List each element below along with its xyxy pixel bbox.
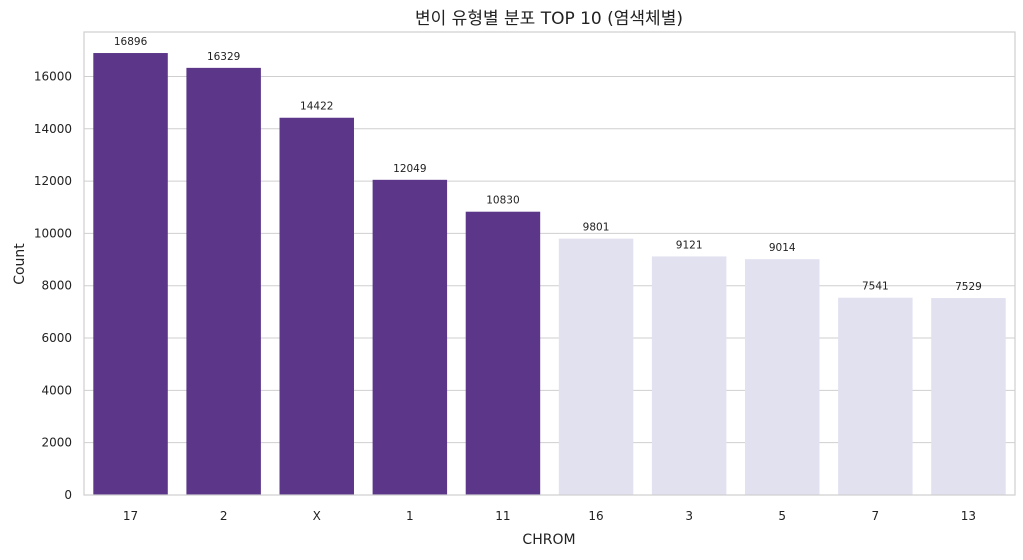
bar-16 (558, 238, 634, 495)
data-label: 9801 (583, 222, 610, 234)
bar-17 (93, 53, 168, 495)
x-tick-label: 16 (588, 509, 603, 523)
y-tick-label: 4000 (41, 383, 72, 397)
y-tick-label: 12000 (34, 174, 72, 188)
data-label: 14422 (300, 101, 333, 113)
x-tick-label: 5 (778, 509, 786, 523)
x-tick-labels: 17 2 X 1 11 16 3 5 7 13 (123, 509, 976, 523)
bar-1 (372, 179, 448, 495)
bar-11 (465, 211, 541, 495)
x-tick-label: 2 (220, 509, 228, 523)
data-label: 7529 (955, 281, 982, 293)
bar-2 (186, 67, 261, 495)
y-tick-label: 2000 (41, 436, 72, 450)
data-labels: 16896 16329 14422 12049 10830 9801 9121 9014 754… (114, 36, 982, 293)
y-tick-label: 14000 (34, 122, 72, 136)
x-tick-label: 13 (961, 509, 976, 523)
bars (93, 53, 1006, 495)
bar-X (279, 117, 354, 495)
data-label: 12049 (393, 163, 426, 175)
y-tick-label: 16000 (34, 69, 72, 83)
plot-frame (83, 31, 1016, 496)
data-label: 10830 (486, 195, 519, 207)
bar-7 (838, 297, 913, 495)
x-axis-label: CHROM (522, 532, 575, 548)
data-label: 16329 (207, 51, 240, 63)
y-tick-label: 10000 (34, 226, 72, 240)
bar-5 (745, 259, 820, 495)
data-label: 9014 (769, 242, 796, 254)
x-tick-label: X (313, 509, 321, 523)
x-tick-label: 17 (123, 509, 138, 523)
data-label: 7541 (862, 281, 889, 293)
y-tick-labels: 0 2000 4000 6000 8000 10000 12000 14000 16000 (34, 69, 72, 502)
y-tick-label: 8000 (41, 279, 72, 293)
chart-title: 변이 유형별 분포 TOP 10 (염색체별) (415, 9, 683, 29)
bar-13 (931, 298, 1006, 495)
data-label: 16896 (114, 36, 148, 48)
x-tick-label: 11 (495, 509, 510, 523)
bar-3 (651, 256, 727, 495)
y-axis-label: Count (12, 243, 28, 285)
y-tick-label: 0 (64, 488, 72, 502)
x-tick-label: 1 (406, 509, 414, 523)
x-tick-label: 3 (685, 509, 693, 523)
x-tick-label: 7 (872, 509, 880, 523)
y-tick-label: 6000 (41, 331, 72, 345)
data-label: 9121 (676, 239, 703, 251)
